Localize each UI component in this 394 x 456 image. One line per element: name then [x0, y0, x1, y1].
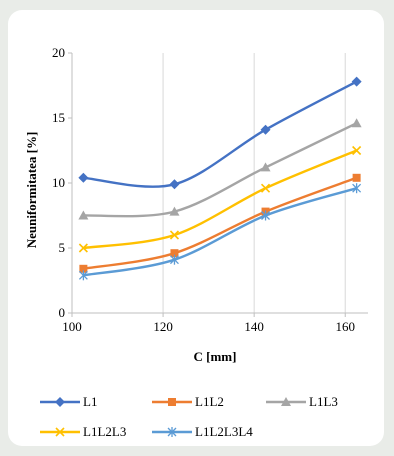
data-point: [260, 124, 271, 135]
legend-item: L1: [40, 394, 97, 409]
marker-stroke: [260, 183, 271, 193]
y-tick-label: 5: [59, 240, 66, 255]
line-chart: 0 5 10 15 20 100 120 140 160 Neuniformitatea [%]…: [24, 45, 368, 439]
x-tick-label: 100: [62, 319, 82, 334]
marker-stroke: [169, 230, 180, 240]
data-point: [78, 172, 89, 183]
data-point: [169, 206, 180, 216]
data-point: [79, 264, 88, 273]
legend: L1 L1L2 L1L3 L1L2L3 L1L2L3L4: [40, 394, 338, 439]
y-tick-label: 20: [52, 45, 65, 60]
series-L1L3: [78, 118, 362, 220]
legend-label: L1: [83, 394, 97, 409]
data-point: [78, 210, 89, 220]
data-point: [351, 118, 362, 128]
y-tick-label: 10: [52, 175, 65, 190]
data-point: [170, 249, 179, 258]
legend-marker: [55, 397, 65, 407]
data-point: [352, 183, 362, 194]
series-layer: [78, 76, 362, 281]
legend-marker: [168, 398, 176, 406]
data-point: [351, 76, 362, 87]
x-tick-label: 120: [153, 319, 173, 334]
marker-stroke: [55, 427, 65, 437]
legend-label: L1L2L3L4: [195, 424, 253, 439]
series-L1L2: [79, 173, 361, 273]
data-point: [170, 254, 179, 265]
chart-card: 0 5 10 15 20 100 120 140 160 Neuniformitatea [%]…: [8, 10, 384, 446]
legend-item: L1L2L3: [40, 424, 126, 439]
data-point: [260, 183, 271, 193]
x-axis-title: C [mm]: [194, 349, 237, 364]
legend-item: L1L2: [152, 394, 224, 409]
legend-label: L1L2: [195, 394, 224, 409]
data-point: [260, 162, 271, 172]
data-point: [352, 145, 362, 156]
axes: [68, 52, 368, 317]
legend-label: L1L3: [309, 394, 338, 409]
y-tick-label: 15: [52, 110, 65, 125]
legend-marker: [281, 397, 291, 406]
legend-marker: [55, 427, 65, 437]
data-point: [78, 243, 88, 253]
legend-label: L1L2L3: [83, 424, 126, 439]
legend-marker: [167, 427, 177, 437]
x-tick-label: 140: [244, 319, 264, 334]
series-line: [83, 149, 358, 250]
series-line: [83, 80, 358, 188]
data-point: [169, 230, 180, 240]
series-line: [83, 187, 357, 277]
data-point: [169, 179, 180, 190]
y-tick-label: 0: [59, 305, 66, 320]
series-L1L2L3: [78, 145, 362, 253]
grid: [162, 53, 346, 313]
legend-item: L1L2L3L4: [152, 424, 253, 439]
series-L1L2L3L4: [78, 183, 362, 281]
data-point: [261, 210, 270, 221]
legend-item: L1L3: [266, 394, 338, 409]
x-tick-label: 160: [335, 319, 355, 334]
ticks: 0 5 10 15 20 100 120 140 160: [52, 45, 355, 334]
marker-stroke: [352, 145, 362, 156]
series-line: [83, 122, 358, 218]
data-point: [352, 173, 361, 182]
y-axis-title: Neuniformitatea [%]: [24, 132, 39, 249]
data-point: [78, 270, 88, 281]
series-L1: [78, 76, 362, 190]
series-line: [83, 176, 358, 270]
marker-stroke: [78, 243, 88, 253]
